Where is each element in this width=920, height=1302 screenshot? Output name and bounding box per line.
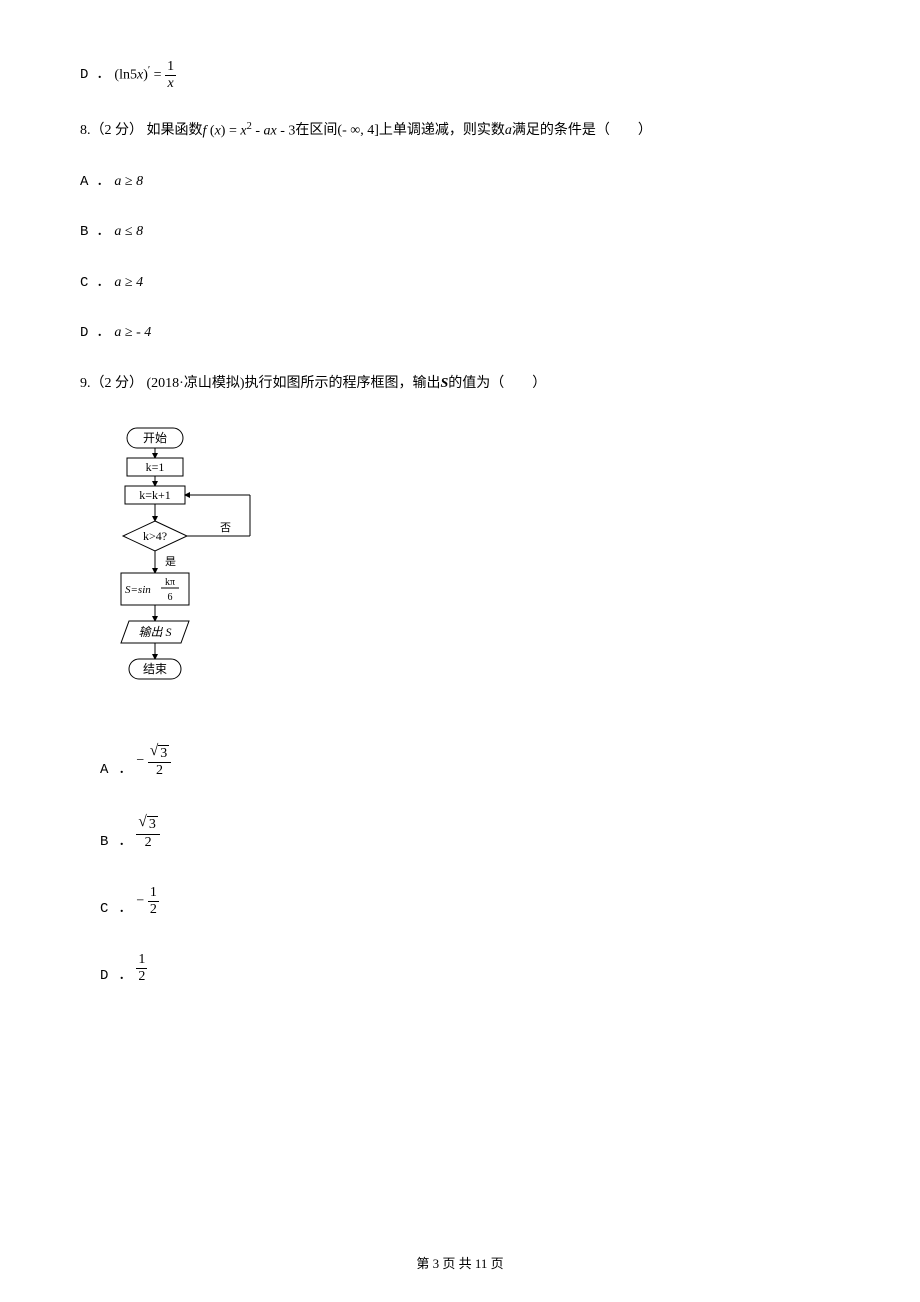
svg-text:开始: 开始 — [143, 431, 167, 445]
q9-option-c: C． − 1 2 — [100, 886, 840, 917]
fraction: 1 2 — [148, 886, 159, 917]
q7-option-d: D ． (ln5x)′ = 1 x — [80, 60, 840, 91]
svg-text:S=sin: S=sin — [125, 584, 151, 596]
svg-text:kπ: kπ — [165, 577, 175, 588]
interval: (- ∞, 4] — [337, 120, 379, 142]
math-expr: a ≥ 8 — [114, 171, 143, 193]
q9-stem: 9. （2 分） (2018·凉山模拟) 执行如图所示的程序框图，输出 S 的值… — [80, 373, 840, 395]
svg-text:输出 S: 输出 S — [138, 625, 171, 639]
math-expr: √3 2 — [136, 814, 159, 849]
option-label: D — [80, 322, 88, 344]
q9-option-d: D． 1 2 — [100, 953, 840, 984]
q8-option-c: C． a ≥ 4 — [80, 272, 840, 294]
math-expr: − √3 2 — [136, 743, 171, 778]
option-label: A — [80, 171, 88, 193]
function-def: f (x) = x2 - ax - 3 — [203, 119, 296, 143]
math-expr: 1 2 — [136, 953, 147, 984]
question-number: 9. — [80, 373, 91, 395]
math-expr: (ln5x)′ = 1 x — [114, 60, 176, 91]
source: (2018·凉山模拟) — [147, 373, 245, 395]
fraction: √3 2 — [148, 743, 171, 778]
dot: ． — [96, 64, 110, 86]
fraction: 1 x — [165, 60, 176, 91]
question-number: 8. — [80, 120, 91, 142]
option-label: B — [100, 834, 108, 850]
math-expr: a ≤ 8 — [114, 221, 143, 243]
option-label: D — [100, 968, 108, 984]
svg-text:结束: 结束 — [143, 662, 167, 676]
q8-option-b: B． a ≤ 8 — [80, 221, 840, 243]
points: （2 分） — [91, 373, 144, 395]
q9-option-a: A． − √3 2 — [100, 743, 840, 778]
math-expr: a ≥ 4 — [114, 272, 143, 294]
page-footer: 第 3 页 共 11 页 — [0, 1253, 920, 1272]
option-label: B — [80, 221, 88, 243]
option-label: A — [100, 762, 108, 778]
q8-option-a: A． a ≥ 8 — [80, 171, 840, 193]
option-label: C — [80, 272, 88, 294]
fraction: 1 2 — [136, 953, 147, 984]
fraction: √3 2 — [136, 814, 159, 849]
option-label: D — [80, 64, 88, 86]
flowchart-svg: 开始 k=1 k=k+1 k>4? 是 否 S=sin kπ 6 输出 S 结束 — [100, 423, 280, 713]
flowchart: 开始 k=1 k=k+1 k>4? 是 否 S=sin kπ 6 输出 S 结束 — [100, 423, 840, 713]
svg-text:6: 6 — [168, 592, 173, 603]
points: （2 分） — [91, 120, 144, 142]
q9-option-b: B． √3 2 — [100, 814, 840, 849]
math-expr: a ≥ - 4 — [114, 322, 151, 344]
q8-option-d: D． a ≥ - 4 — [80, 322, 840, 344]
svg-text:k=k+1: k=k+1 — [139, 488, 171, 502]
option-label: C — [100, 901, 108, 917]
svg-text:k>4?: k>4? — [143, 529, 167, 543]
svg-text:是: 是 — [165, 555, 176, 568]
math-expr: − 1 2 — [136, 886, 158, 917]
svg-text:k=1: k=1 — [146, 460, 165, 474]
svg-text:否: 否 — [220, 522, 231, 534]
output-var: S — [441, 373, 449, 395]
q8-stem: 8. （2 分） 如果函数 f (x) = x2 - ax - 3 在区间 (-… — [80, 119, 840, 143]
